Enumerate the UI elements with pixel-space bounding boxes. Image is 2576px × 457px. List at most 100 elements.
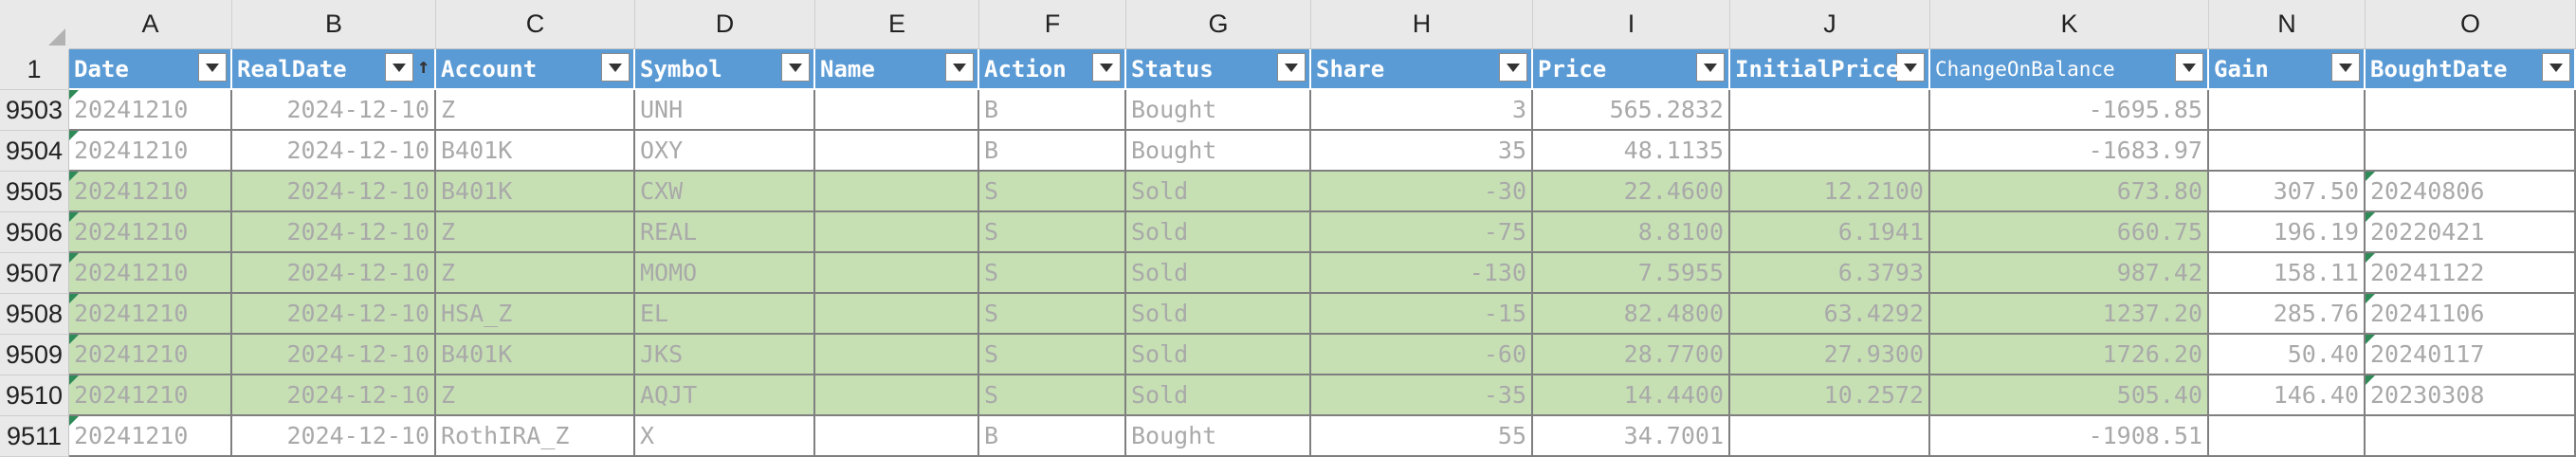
cell-a9511[interactable]: 20241210 — [69, 416, 232, 457]
cell-i9510[interactable]: 14.4400 — [1533, 375, 1730, 416]
cell-i9505[interactable]: 22.4600 — [1533, 172, 1730, 212]
cell-k9505[interactable]: 673.80 — [1930, 172, 2209, 212]
cell-c9507[interactable]: Z — [436, 253, 635, 294]
cell-i9507[interactable]: 7.5955 — [1533, 253, 1730, 294]
cell-b9511[interactable]: 2024-12-10 — [232, 416, 436, 457]
table-header-gain[interactable]: Gain — [2209, 49, 2366, 90]
cell-h9508[interactable]: -15 — [1311, 294, 1533, 335]
cell-o9506[interactable]: 20220421 — [2366, 212, 2576, 253]
row-header-9506[interactable]: 9506 — [0, 212, 69, 253]
table-header-price[interactable]: Price — [1533, 49, 1730, 90]
cell-o9508[interactable]: 20241106 — [2366, 294, 2576, 335]
cell-d9505[interactable]: CXW — [635, 172, 815, 212]
filter-dropdown-button[interactable] — [2542, 53, 2570, 82]
cell-e9506[interactable] — [815, 212, 979, 253]
cell-d9506[interactable]: REAL — [635, 212, 815, 253]
filter-dropdown-button[interactable] — [1499, 53, 1527, 82]
table-header-symbol[interactable]: Symbol — [635, 49, 815, 90]
table-header-status[interactable]: Status — [1126, 49, 1311, 90]
cell-f9506[interactable]: S — [979, 212, 1126, 253]
cell-e9503[interactable] — [815, 90, 979, 131]
cell-k9504[interactable]: -1683.97 — [1930, 131, 2209, 172]
cell-b9510[interactable]: 2024-12-10 — [232, 375, 436, 416]
cell-d9509[interactable]: JKS — [635, 335, 815, 375]
cell-g9507[interactable]: Sold — [1126, 253, 1311, 294]
cell-k9507[interactable]: 987.42 — [1930, 253, 2209, 294]
cell-d9503[interactable]: UNH — [635, 90, 815, 131]
table-header-boughtdate[interactable]: BoughtDate — [2366, 49, 2576, 90]
filter-dropdown-button[interactable] — [781, 53, 810, 82]
filter-dropdown-button[interactable] — [2331, 53, 2360, 82]
cell-n9508[interactable]: 285.76 — [2209, 294, 2366, 335]
column-header-j[interactable]: J — [1730, 0, 1930, 49]
row-header-9507[interactable]: 9507 — [0, 253, 69, 294]
cell-j9508[interactable]: 63.4292 — [1730, 294, 1930, 335]
cell-j9505[interactable]: 12.2100 — [1730, 172, 1930, 212]
filter-dropdown-button[interactable] — [945, 53, 974, 82]
cell-g9503[interactable]: Bought — [1126, 90, 1311, 131]
cell-h9509[interactable]: -60 — [1311, 335, 1533, 375]
cell-n9506[interactable]: 196.19 — [2209, 212, 2366, 253]
column-header-a[interactable]: A — [69, 0, 232, 49]
cell-g9506[interactable]: Sold — [1126, 212, 1311, 253]
select-all-corner[interactable] — [0, 0, 70, 50]
cell-c9505[interactable]: B401K — [436, 172, 635, 212]
cell-a9503[interactable]: 20241210 — [69, 90, 232, 131]
cell-f9509[interactable]: S — [979, 335, 1126, 375]
cell-b9503[interactable]: 2024-12-10 — [232, 90, 436, 131]
cell-j9503[interactable] — [1730, 90, 1930, 131]
cell-c9508[interactable]: HSA_Z — [436, 294, 635, 335]
cell-a9505[interactable]: 20241210 — [69, 172, 232, 212]
cell-g9509[interactable]: Sold — [1126, 335, 1311, 375]
row-header-1[interactable]: 1 — [0, 49, 69, 90]
cell-b9506[interactable]: 2024-12-10 — [232, 212, 436, 253]
cell-e9508[interactable] — [815, 294, 979, 335]
cell-k9506[interactable]: 660.75 — [1930, 212, 2209, 253]
column-header-o[interactable]: O — [2366, 0, 2576, 49]
row-header-9509[interactable]: 9509 — [0, 335, 69, 375]
cell-h9507[interactable]: -130 — [1311, 253, 1533, 294]
cell-h9510[interactable]: -35 — [1311, 375, 1533, 416]
filter-dropdown-button[interactable] — [1696, 53, 1725, 82]
cell-a9508[interactable]: 20241210 — [69, 294, 232, 335]
filter-dropdown-button[interactable] — [198, 53, 227, 82]
cell-c9510[interactable]: Z — [436, 375, 635, 416]
cell-n9503[interactable] — [2209, 90, 2366, 131]
cell-e9510[interactable] — [815, 375, 979, 416]
cell-e9504[interactable] — [815, 131, 979, 172]
cell-h9503[interactable]: 3 — [1311, 90, 1533, 131]
cell-d9508[interactable]: EL — [635, 294, 815, 335]
cell-a9509[interactable]: 20241210 — [69, 335, 232, 375]
cell-k9511[interactable]: -1908.51 — [1930, 416, 2209, 457]
cell-g9511[interactable]: Bought — [1126, 416, 1311, 457]
table-header-changeonbalance[interactable]: ChangeOnBalance — [1930, 49, 2209, 90]
cell-b9509[interactable]: 2024-12-10 — [232, 335, 436, 375]
cell-i9509[interactable]: 28.7700 — [1533, 335, 1730, 375]
cell-b9508[interactable]: 2024-12-10 — [232, 294, 436, 335]
cell-i9508[interactable]: 82.4800 — [1533, 294, 1730, 335]
cell-o9504[interactable] — [2366, 131, 2576, 172]
cell-b9504[interactable]: 2024-12-10 — [232, 131, 436, 172]
cell-n9511[interactable] — [2209, 416, 2366, 457]
column-header-f[interactable]: F — [979, 0, 1126, 49]
cell-i9511[interactable]: 34.7001 — [1533, 416, 1730, 457]
cell-o9505[interactable]: 20240806 — [2366, 172, 2576, 212]
filter-dropdown-button[interactable] — [2175, 53, 2203, 82]
cell-o9503[interactable] — [2366, 90, 2576, 131]
cell-j9504[interactable] — [1730, 131, 1930, 172]
cell-e9511[interactable] — [815, 416, 979, 457]
cell-j9511[interactable] — [1730, 416, 1930, 457]
cell-a9510[interactable]: 20241210 — [69, 375, 232, 416]
cell-o9510[interactable]: 20230308 — [2366, 375, 2576, 416]
cell-h9504[interactable]: 35 — [1311, 131, 1533, 172]
table-header-account[interactable]: Account — [436, 49, 635, 90]
cell-f9504[interactable]: B — [979, 131, 1126, 172]
cell-o9511[interactable] — [2366, 416, 2576, 457]
cell-i9504[interactable]: 48.1135 — [1533, 131, 1730, 172]
row-header-9508[interactable]: 9508 — [0, 294, 69, 335]
cell-j9509[interactable]: 27.9300 — [1730, 335, 1930, 375]
cell-h9506[interactable]: -75 — [1311, 212, 1533, 253]
column-header-i[interactable]: I — [1533, 0, 1730, 49]
cell-k9509[interactable]: 1726.20 — [1930, 335, 2209, 375]
row-header-9505[interactable]: 9505 — [0, 172, 69, 212]
